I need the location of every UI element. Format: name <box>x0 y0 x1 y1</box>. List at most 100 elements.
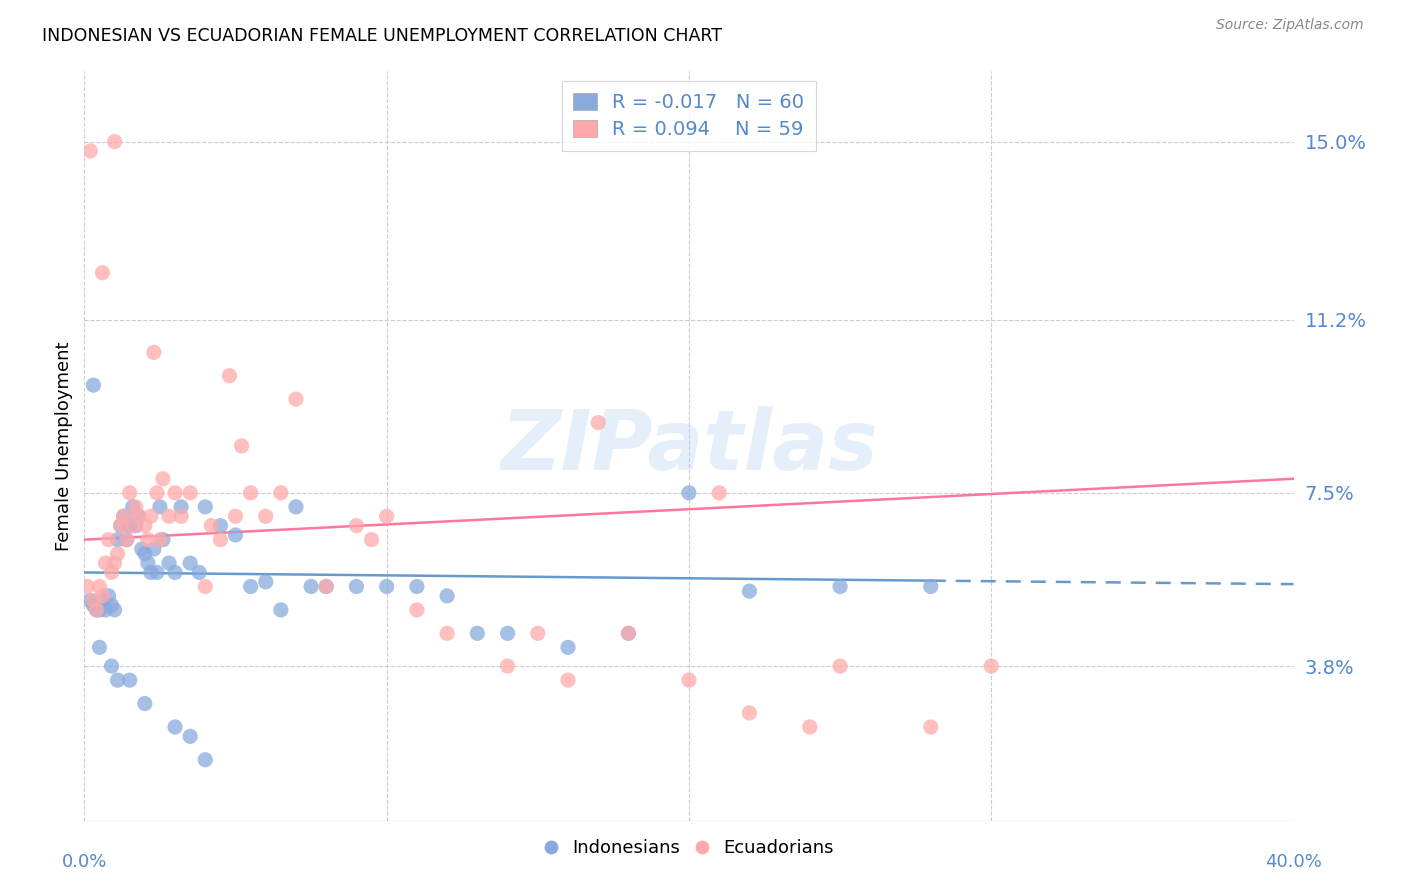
Point <box>436 589 458 603</box>
Point <box>406 603 429 617</box>
Point <box>86 603 108 617</box>
Point <box>82 378 104 392</box>
Point <box>285 500 308 514</box>
Point <box>315 580 337 594</box>
Point <box>194 500 217 514</box>
Point <box>315 580 337 594</box>
Point <box>194 580 217 594</box>
Point <box>375 580 398 594</box>
Point <box>170 509 193 524</box>
Point <box>100 566 122 580</box>
Point <box>97 589 120 603</box>
Point <box>157 509 180 524</box>
Point <box>738 706 761 720</box>
Point <box>131 541 153 557</box>
Point <box>709 485 731 500</box>
Point <box>496 626 519 640</box>
Point <box>254 509 277 524</box>
Point <box>128 509 150 524</box>
Point <box>270 485 292 500</box>
Point <box>165 485 187 500</box>
Point <box>225 509 247 524</box>
Point <box>94 603 117 617</box>
Point <box>200 518 222 533</box>
Point <box>152 472 174 486</box>
Point <box>115 533 138 547</box>
Point <box>239 485 262 500</box>
Point <box>110 518 132 533</box>
Point <box>980 659 1002 673</box>
Point <box>617 626 640 640</box>
Point <box>142 345 165 359</box>
Point <box>375 509 398 524</box>
Point <box>346 580 368 594</box>
Point <box>188 566 211 580</box>
Point <box>467 626 489 640</box>
Y-axis label: Female Unemployment: Female Unemployment <box>55 342 73 550</box>
Point <box>170 500 193 514</box>
Text: 40.0%: 40.0% <box>1265 854 1322 871</box>
Legend: Indonesians, Ecuadorians: Indonesians, Ecuadorians <box>537 831 841 864</box>
Point <box>128 509 150 524</box>
Point <box>179 556 201 570</box>
Point <box>125 518 148 533</box>
Point <box>89 580 111 594</box>
Point <box>149 533 172 547</box>
Point <box>142 541 165 557</box>
Text: Source: ZipAtlas.com: Source: ZipAtlas.com <box>1216 18 1364 32</box>
Point <box>121 500 143 514</box>
Point <box>239 580 262 594</box>
Point <box>149 500 172 514</box>
Point <box>406 580 429 594</box>
Point <box>82 599 104 613</box>
Text: 0.0%: 0.0% <box>62 854 107 871</box>
Point <box>104 556 127 570</box>
Point <box>165 566 187 580</box>
Point <box>152 533 174 547</box>
Point <box>920 580 942 594</box>
Point <box>134 697 156 711</box>
Point <box>107 673 129 688</box>
Point <box>118 518 141 533</box>
Point <box>118 673 141 688</box>
Point <box>360 533 382 547</box>
Point <box>179 730 201 744</box>
Point <box>91 589 114 603</box>
Point <box>91 593 114 607</box>
Point <box>830 580 852 594</box>
Point <box>100 659 122 673</box>
Text: INDONESIAN VS ECUADORIAN FEMALE UNEMPLOYMENT CORRELATION CHART: INDONESIAN VS ECUADORIAN FEMALE UNEMPLOY… <box>42 27 723 45</box>
Point <box>496 659 519 673</box>
Point <box>165 720 187 734</box>
Point <box>209 533 232 547</box>
Point <box>82 593 104 607</box>
Point <box>79 144 101 158</box>
Point <box>678 673 700 688</box>
Point <box>194 753 217 767</box>
Point <box>231 439 253 453</box>
Point <box>678 485 700 500</box>
Point <box>299 580 322 594</box>
Point <box>830 659 852 673</box>
Point <box>94 556 117 570</box>
Point <box>97 533 120 547</box>
Point <box>110 518 132 533</box>
Point <box>107 533 129 547</box>
Point <box>112 509 135 524</box>
Point <box>136 533 159 547</box>
Point <box>617 626 640 640</box>
Text: ZIPatlas: ZIPatlas <box>501 406 877 486</box>
Point <box>104 603 127 617</box>
Point <box>218 368 240 383</box>
Point <box>104 135 127 149</box>
Point <box>139 509 162 524</box>
Point <box>209 518 232 533</box>
Point <box>121 518 143 533</box>
Point <box>134 547 156 561</box>
Point <box>91 266 114 280</box>
Point <box>225 528 247 542</box>
Point <box>89 640 111 655</box>
Point <box>125 500 148 514</box>
Point <box>79 593 101 607</box>
Point <box>139 566 162 580</box>
